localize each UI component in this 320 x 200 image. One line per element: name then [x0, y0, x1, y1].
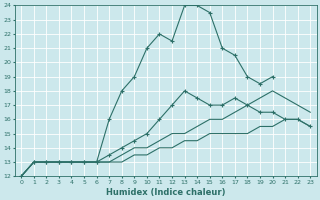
X-axis label: Humidex (Indice chaleur): Humidex (Indice chaleur)	[106, 188, 226, 197]
